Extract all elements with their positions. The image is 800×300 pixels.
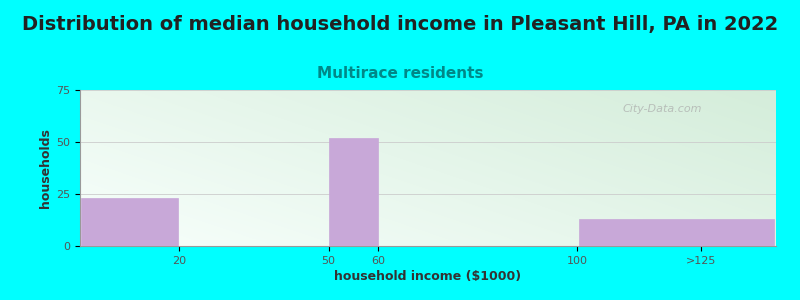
Bar [579, 219, 774, 246]
Bar [81, 198, 178, 246]
Bar [329, 138, 378, 246]
X-axis label: household income ($1000): household income ($1000) [334, 270, 522, 283]
Text: Multirace residents: Multirace residents [317, 66, 483, 81]
Text: Distribution of median household income in Pleasant Hill, PA in 2022: Distribution of median household income … [22, 15, 778, 34]
Text: City-Data.com: City-Data.com [623, 104, 702, 114]
Y-axis label: households: households [39, 128, 52, 208]
